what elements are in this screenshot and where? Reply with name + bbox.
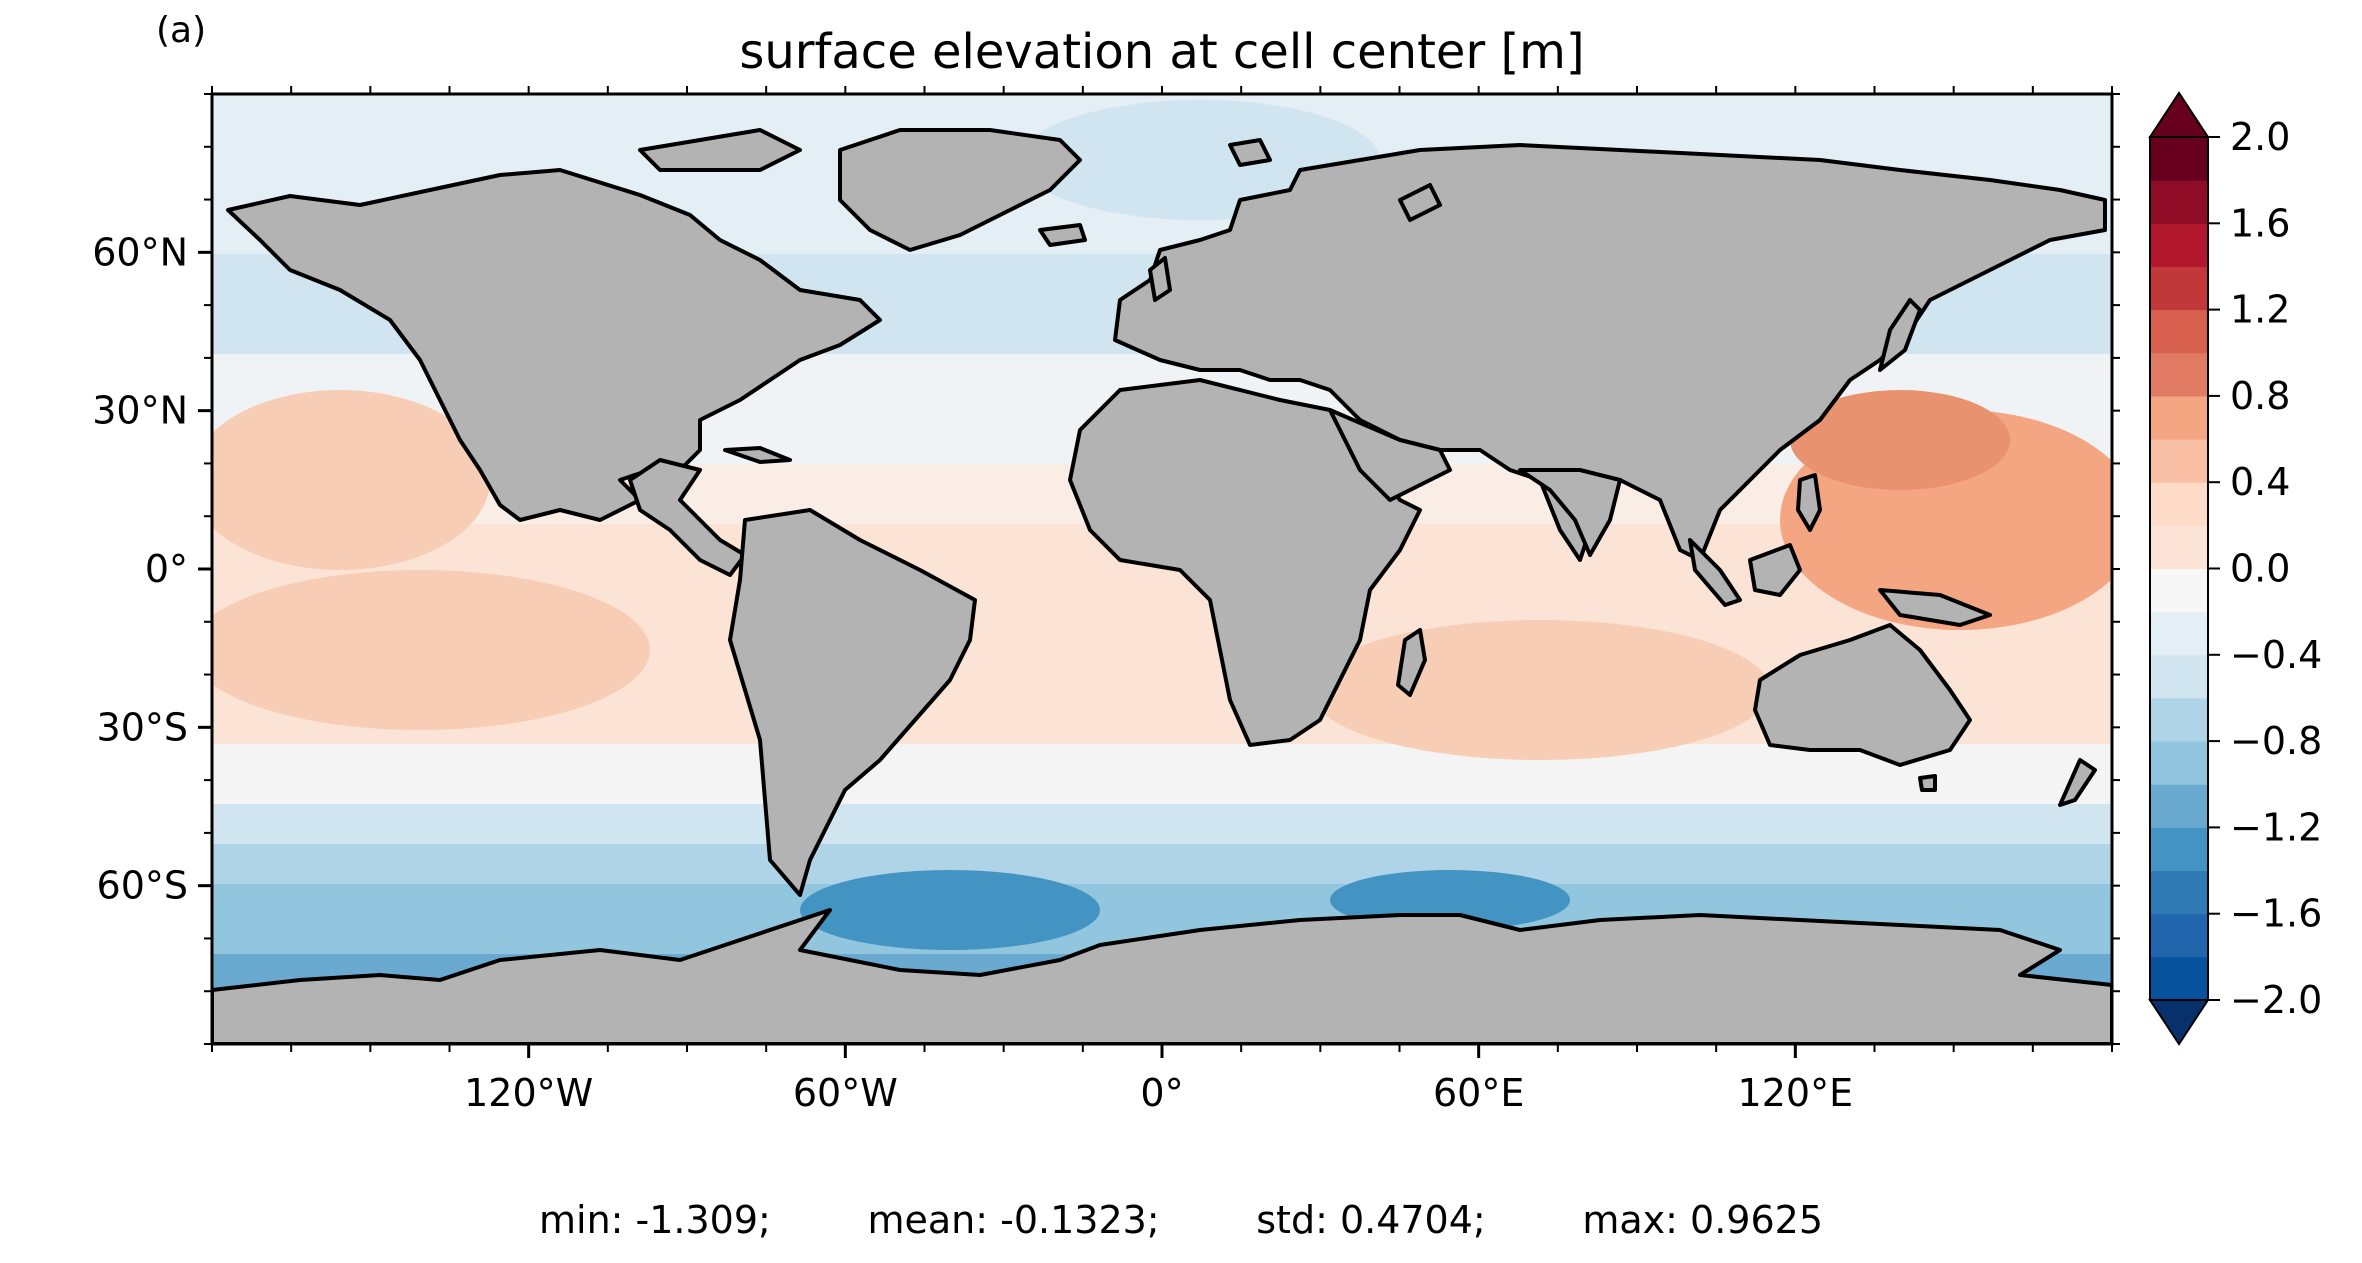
colorbar-segment: [2150, 352, 2208, 397]
anomaly-west-pacific-max: [1790, 390, 2010, 490]
greenland: [838, 128, 1082, 252]
x-axis-ticks: 120°W 60°W 0° 60°E 120°E: [211, 86, 2113, 1115]
tasmania: [1918, 774, 1937, 792]
colorbar-tick-label: −1.2: [2230, 805, 2322, 849]
map-title: surface elevation at cell center [m]: [739, 24, 1585, 80]
colorbar-tick-label: 1.2: [2230, 288, 2290, 332]
madagascar: [1396, 628, 1427, 697]
anomaly-southern-ocean-negative: [800, 870, 1100, 950]
colorbar-extend-min: [2148, 999, 2210, 1046]
colorbar-segment: [2150, 654, 2208, 699]
colorbar-segment: [2150, 266, 2208, 311]
colorbar-tick-label: −0.8: [2230, 719, 2322, 763]
colorbar-segment: [2150, 697, 2208, 742]
north-america: [226, 168, 882, 522]
y-tick-label: 30°S: [97, 705, 188, 749]
colorbar-segment: [2150, 784, 2208, 828]
colorbar-segment: [2150, 611, 2208, 656]
svalbard: [1228, 138, 1272, 167]
colorbar-segment: [2150, 395, 2208, 440]
ocean-band-south-1: [212, 804, 2112, 844]
land-masses: [212, 128, 2112, 1044]
y-axis-ticks: 60°N 30°N 0° 30°S 60°S: [92, 93, 2120, 1045]
colorbar-tick-label: −2.0: [2230, 978, 2322, 1022]
colorbar-segment: [2150, 913, 2208, 958]
colorbar-segment: [2150, 223, 2208, 267]
borneo: [1748, 543, 1802, 597]
iceland: [1038, 223, 1087, 247]
colorbar-extend-max: [2148, 91, 2210, 138]
colorbar-segment: [2150, 870, 2208, 915]
colorbar-segment: [2150, 525, 2208, 569]
map-area: [212, 94, 2112, 1044]
ocean-band-south-mid: [212, 744, 2112, 804]
new-guinea: [1878, 588, 1992, 627]
colorbar-segment: [2150, 180, 2208, 224]
central-america: [628, 458, 747, 577]
y-tick-label: 60°S: [97, 864, 188, 908]
arabian-peninsula: [1328, 408, 1452, 502]
arctic-archipelago: [638, 128, 802, 172]
y-tick-label: 0°: [145, 547, 188, 591]
anomaly-indian-positive: [1310, 620, 1770, 760]
x-tick-label: 0°: [1140, 1071, 1183, 1115]
panel-label: (a): [156, 10, 207, 51]
stat-max: max: 0.9625: [1582, 1198, 1823, 1242]
colorbar-segment: [2150, 827, 2208, 872]
anomaly-south-pacific-positive: [212, 570, 650, 730]
anomaly-north-pacific-positive: [212, 390, 490, 570]
colorbar-tick-label: 0.0: [2230, 547, 2290, 591]
africa: [1068, 378, 1422, 747]
new-zealand: [2058, 758, 2097, 807]
x-tick-label: 120°W: [464, 1071, 593, 1115]
y-tick-label: 30°N: [92, 389, 188, 433]
colorbar-segment: [2150, 741, 2208, 785]
stat-std: std: 0.4704;: [1256, 1198, 1486, 1242]
x-tick-label: 60°W: [793, 1071, 898, 1115]
antarctica: [212, 908, 2112, 1044]
colorbar-tick-label: 0.8: [2230, 374, 2290, 418]
cuba: [723, 446, 792, 464]
indian-subcontinent: [1518, 468, 1622, 557]
colorbar-segment: [2150, 439, 2208, 483]
colorbar-tick-label: 0.4: [2230, 460, 2290, 504]
colorbar-segment: [2150, 568, 2208, 613]
british-isles: [1148, 256, 1172, 302]
colorbar-tick-label: −1.6: [2230, 892, 2322, 936]
south-america: [728, 508, 977, 897]
japan: [1878, 298, 1922, 372]
colorbar-tick-label: 1.6: [2230, 201, 2290, 245]
colorbar-tick-label: −0.4: [2230, 633, 2322, 677]
sumatra: [1688, 538, 1742, 607]
stats-line: min: -1.309; mean: -0.1323; std: 0.4704;…: [0, 1198, 2362, 1242]
colorbar-segment: [2150, 482, 2208, 526]
colorbar-segment: [2150, 309, 2208, 354]
x-tick-label: 120°E: [1738, 1071, 1854, 1115]
stat-mean: mean: -0.1323;: [867, 1198, 1160, 1242]
colorbar-segment: [2150, 137, 2208, 181]
philippines: [1796, 473, 1822, 532]
ocean-band-south-2: [212, 844, 2112, 884]
colorbar-tick-label: 2.0: [2230, 115, 2290, 159]
colorbar: 2.0 1.6 1.2 0.8 0.4 0.0 −0.4 −0.8 −1.2 −1.6 −2.0: [2148, 91, 2322, 1046]
australia: [1753, 623, 1972, 767]
y-tick-label: 60°N: [92, 230, 188, 274]
novaya-zemlya: [1398, 183, 1442, 222]
colorbar-segment: [2150, 956, 2208, 1001]
stat-min: min: -1.309;: [539, 1198, 771, 1242]
x-tick-label: 60°E: [1433, 1071, 1524, 1115]
